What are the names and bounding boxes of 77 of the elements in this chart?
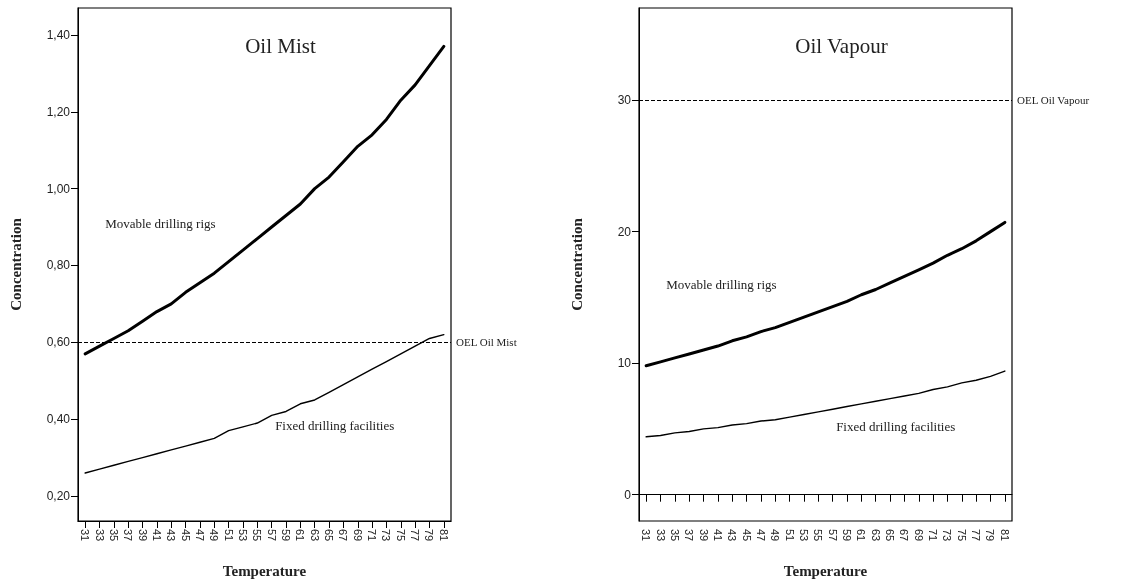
x-tick-label: 79 — [423, 529, 436, 542]
x-tick-label: 39 — [697, 529, 710, 542]
x-tick-label: 81 — [998, 529, 1011, 542]
x-tick-label: 61 — [294, 529, 307, 542]
y-tick-label: 10 — [617, 356, 632, 371]
x-tick-label: 57 — [265, 529, 278, 542]
y-tick-label: 0,60 — [46, 335, 71, 350]
x-tick-label: 81 — [437, 529, 450, 542]
y-tick-label: 20 — [617, 224, 632, 239]
x-axis-title: Temperature — [222, 562, 307, 579]
x-tick-label: 55 — [251, 529, 264, 542]
x-tick-label: 57 — [826, 529, 839, 542]
x-tick-label: 67 — [898, 529, 911, 542]
x-tick-label: 69 — [912, 529, 925, 542]
series-label: Fixed drilling facilities — [836, 419, 956, 435]
y-tick-label: 0,20 — [46, 489, 71, 504]
y-tick-label: 1,00 — [46, 181, 71, 196]
x-tick-label: 51 — [222, 529, 235, 542]
ref-line-label: OEL Oil Mist — [456, 336, 517, 349]
y-tick-label: 1,20 — [46, 104, 71, 119]
x-tick-label: 31 — [79, 529, 92, 542]
x-tick-label: 35 — [107, 529, 120, 542]
x-tick-label: 77 — [970, 529, 983, 542]
x-tick-label: 69 — [351, 529, 364, 542]
x-tick-label: 59 — [841, 529, 854, 542]
x-tick-label: 63 — [869, 529, 882, 542]
x-axis-title: Temperature — [783, 562, 868, 579]
x-tick-label: 39 — [136, 529, 149, 542]
y-axis-title: Concentration — [7, 217, 24, 311]
y-tick-label: 0,80 — [46, 258, 71, 273]
x-tick-label: 51 — [783, 529, 796, 542]
x-tick-label: 45 — [740, 529, 753, 542]
x-tick-label: 63 — [308, 529, 321, 542]
text: Oil Mist — [245, 33, 316, 58]
x-tick-label: 59 — [280, 529, 293, 542]
x-tick-label: 43 — [726, 529, 739, 542]
x-tick-label: 73 — [941, 529, 954, 542]
text: Movable drilling rigs — [105, 216, 216, 232]
x-tick-label: 45 — [179, 529, 192, 542]
y-tick-label: 0,40 — [46, 412, 71, 427]
x-tick-label: 75 — [394, 529, 407, 542]
text: Oil Vapour — [795, 33, 888, 58]
x-tick-label: 37 — [683, 529, 696, 542]
x-tick-label: 31 — [640, 529, 653, 542]
ref-line-label: OEL Oil Vapour — [1017, 94, 1090, 107]
x-tick-label: 33 — [654, 529, 667, 542]
x-tick-label: 35 — [668, 529, 681, 542]
text: Movable drilling rigs — [666, 276, 777, 292]
y-axis-title: Concentration — [568, 217, 585, 311]
x-tick-label: 77 — [409, 529, 422, 542]
x-tick-label: 61 — [855, 529, 868, 542]
x-tick-label: 37 — [122, 529, 135, 542]
x-tick-label: 73 — [380, 529, 393, 542]
x-tick-label: 55 — [812, 529, 825, 542]
y-tick-label: 0 — [624, 487, 632, 502]
y-tick-label: 30 — [617, 93, 632, 108]
x-tick-label: 47 — [754, 529, 767, 542]
x-tick-label: 53 — [797, 529, 810, 542]
y-tick-label: 1,40 — [46, 27, 71, 42]
x-tick-label: 65 — [884, 529, 897, 542]
x-tick-label: 75 — [955, 529, 968, 542]
x-tick-label: 41 — [711, 529, 724, 542]
series-label: Fixed drilling facilities — [275, 417, 395, 433]
x-tick-label: 43 — [165, 529, 178, 542]
x-tick-label: 47 — [193, 529, 206, 542]
line-series — [645, 370, 1006, 438]
x-tick-label: 49 — [208, 529, 221, 542]
x-tick-label: 71 — [366, 529, 379, 542]
line-series — [644, 220, 1007, 368]
x-tick-label: 71 — [927, 529, 940, 542]
x-tick-label: 33 — [93, 529, 106, 542]
x-tick-label: 41 — [150, 529, 163, 542]
x-tick-label: 65 — [323, 529, 336, 542]
x-tick-label: 49 — [769, 529, 782, 542]
x-tick-label: 79 — [984, 529, 997, 542]
x-tick-label: 53 — [236, 529, 249, 542]
x-tick-label: 67 — [337, 529, 350, 542]
